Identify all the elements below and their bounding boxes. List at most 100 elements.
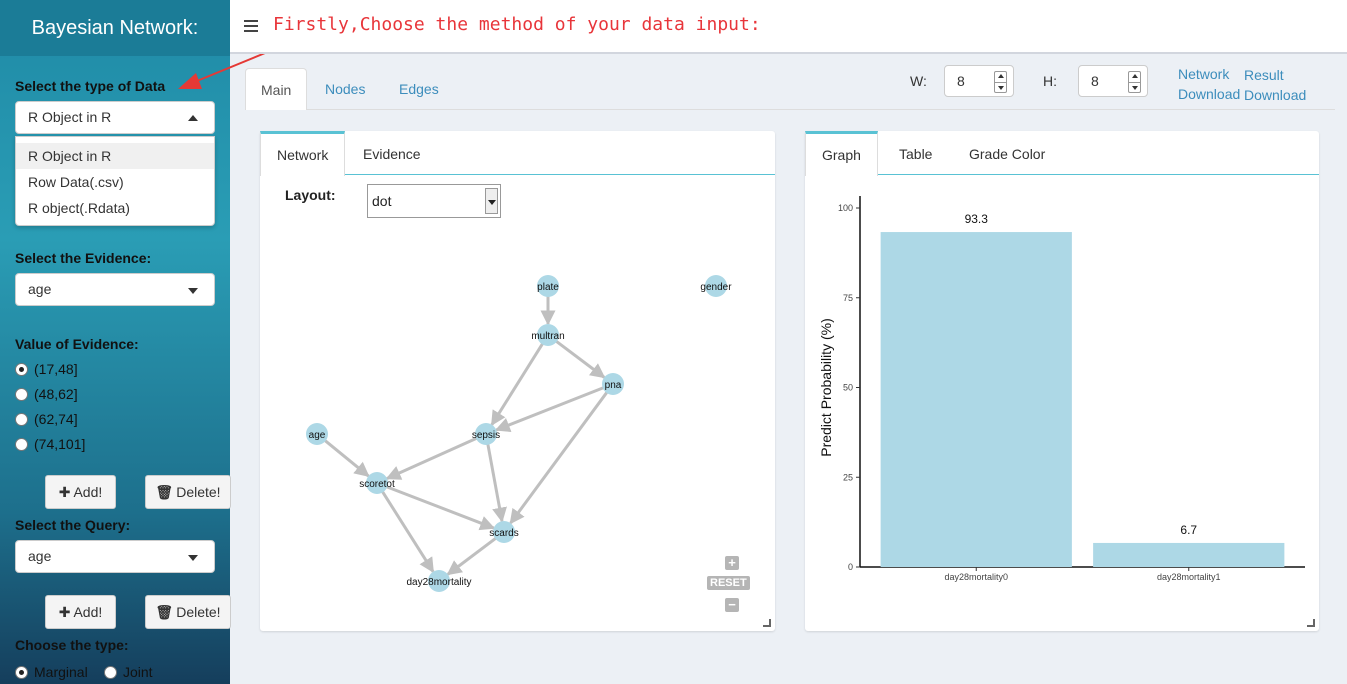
type-label: Choose the type:: [15, 637, 129, 653]
tab-table[interactable]: Table: [899, 146, 933, 162]
data-type-select[interactable]: R Object in R: [15, 101, 215, 134]
network-node-label: multran: [531, 331, 564, 342]
network-node-label: gender: [700, 282, 732, 293]
network-edge[interactable]: [323, 439, 370, 478]
evidence-value-radio[interactable]: (17,48]: [15, 359, 78, 379]
radio-icon[interactable]: [104, 666, 117, 679]
radio-checked-icon[interactable]: [15, 666, 28, 679]
evidence-select[interactable]: age: [15, 273, 215, 306]
network-download-link-2[interactable]: Download: [1178, 86, 1241, 102]
network-edge[interactable]: [555, 339, 606, 379]
dropdown-option[interactable]: R object(.Rdata): [28, 200, 130, 216]
layout-value: dot: [372, 193, 392, 209]
result-download-link[interactable]: Result: [1244, 67, 1284, 83]
network-edge[interactable]: [490, 342, 544, 426]
network-node[interactable]: [705, 275, 727, 297]
header: Firstly,Choose the method of your data i…: [230, 0, 1347, 54]
network-edge[interactable]: [385, 485, 496, 531]
dropdown-arrow-icon[interactable]: [485, 188, 498, 214]
height-label: H:: [1043, 73, 1057, 89]
evidence-value-radio[interactable]: (48,62]: [15, 384, 78, 404]
dropdown-option[interactable]: Row Data(.csv): [28, 174, 124, 190]
evidence-selected: age: [28, 281, 52, 297]
network-node-label: day28mortality: [406, 577, 471, 588]
network-edge[interactable]: [494, 386, 605, 433]
network-graph[interactable]: plate gender multran pna age sepsis scoretot sc…: [260, 131, 775, 631]
height-input[interactable]: 8: [1078, 65, 1148, 97]
bar: [880, 232, 1072, 567]
radio-icon[interactable]: [15, 413, 28, 426]
query-selected: age: [28, 548, 52, 564]
delete-query-button[interactable]: 🗑 Delete!: [145, 595, 231, 629]
app-title: Bayesian Network:: [0, 0, 230, 56]
annotation-arrow: [178, 50, 271, 89]
network-node[interactable]: [602, 373, 624, 395]
spinner-icon[interactable]: [1128, 71, 1141, 93]
button-label: Add!: [73, 484, 103, 500]
network-edge[interactable]: [385, 436, 478, 480]
network-node-label: pna: [605, 380, 622, 391]
type-radio[interactable]: Marginal: [15, 662, 88, 682]
radio-label: (48,62]: [34, 386, 78, 402]
button-label: Add!: [73, 604, 103, 620]
radio-icon[interactable]: [15, 388, 28, 401]
tab-nodes[interactable]: Nodes: [325, 81, 366, 97]
plus-icon: ✚: [58, 604, 71, 620]
query-label: Select the Query:: [15, 517, 131, 533]
tab-grade-color[interactable]: Grade Color: [969, 146, 1046, 162]
network-node[interactable]: [475, 423, 497, 445]
layout-select[interactable]: dot: [367, 184, 501, 218]
resize-handle-icon[interactable]: [763, 619, 771, 627]
network-edge[interactable]: [446, 536, 497, 576]
graph-panel: Graph Table Grade Color 0 25 50 75 100 93.3 da…: [805, 131, 1319, 631]
hamburger-menu-icon[interactable]: [244, 20, 258, 35]
radio-label: (62,74]: [34, 411, 78, 427]
add-query-button[interactable]: ✚ Add!: [45, 595, 116, 629]
spinner-icon[interactable]: [994, 71, 1007, 93]
data-type-selected: R Object in R: [28, 109, 112, 125]
x-tick-label: day28mortality1: [1157, 572, 1221, 582]
tab-edges[interactable]: Edges: [399, 81, 439, 97]
x-tick-label: day28mortality0: [944, 572, 1008, 582]
network-edge[interactable]: [509, 391, 609, 525]
network-node[interactable]: [537, 324, 559, 346]
tab-graph[interactable]: Graph: [805, 131, 878, 176]
network-panel-tabs: Network Evidence: [260, 131, 775, 176]
tab-network[interactable]: Network: [260, 131, 346, 176]
network-node[interactable]: [537, 275, 559, 297]
radio-label: (17,48]: [34, 361, 78, 377]
y-tick-label: 0: [848, 562, 853, 572]
zoom-in-icon[interactable]: +: [725, 556, 739, 570]
radio-checked-icon[interactable]: [15, 363, 28, 376]
trash-icon: 🗑: [155, 604, 174, 620]
type-radio[interactable]: Joint: [104, 662, 153, 682]
evidence-value-radio[interactable]: (74,101]: [15, 434, 85, 454]
query-select[interactable]: age: [15, 540, 215, 573]
dropdown-option[interactable]: R Object in R: [16, 143, 214, 169]
tab-evidence[interactable]: Evidence: [363, 146, 421, 162]
bar-chart: 0 25 50 75 100 93.3 day28mortality0 6.7 day28mor…: [818, 196, 1305, 582]
radio-icon[interactable]: [15, 438, 28, 451]
network-node[interactable]: [493, 521, 515, 543]
data-type-dropdown: R Object in R Row Data(.csv) R object(.R…: [15, 136, 215, 226]
tab-main[interactable]: Main: [245, 68, 308, 110]
evidence-value-radio[interactable]: (62,74]: [15, 409, 78, 429]
network-edge[interactable]: [381, 490, 435, 573]
network-node[interactable]: [366, 472, 388, 494]
y-tick-label: 50: [843, 383, 853, 393]
bar-value-label: 93.3: [965, 212, 989, 226]
network-edge[interactable]: [486, 443, 507, 523]
radio-label: Joint: [123, 664, 153, 680]
network-node[interactable]: [428, 570, 450, 592]
add-evidence-button[interactable]: ✚ Add!: [45, 475, 116, 509]
resize-handle-icon[interactable]: [1307, 619, 1315, 627]
zoom-out-icon[interactable]: −: [725, 598, 739, 612]
network-download-link[interactable]: Network: [1178, 66, 1230, 82]
network-node-label: plate: [537, 282, 559, 293]
result-download-link-2[interactable]: Download: [1244, 87, 1307, 103]
network-node[interactable]: [306, 423, 328, 445]
width-input[interactable]: 8: [944, 65, 1014, 97]
delete-evidence-button[interactable]: 🗑 Delete!: [145, 475, 231, 509]
y-tick-label: 100: [838, 203, 853, 213]
reset-button[interactable]: RESET: [707, 576, 750, 590]
